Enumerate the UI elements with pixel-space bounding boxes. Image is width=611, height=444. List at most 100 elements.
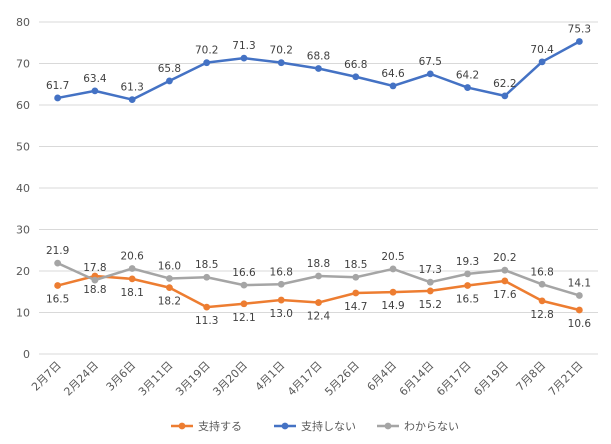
- y-tick-label: 10: [16, 307, 30, 320]
- data-label: 70.4: [530, 44, 554, 56]
- data-point: [538, 297, 546, 305]
- data-point: [240, 281, 248, 289]
- data-point: [277, 59, 285, 67]
- data-point: [166, 77, 173, 85]
- data-point: [352, 73, 360, 81]
- y-tick-label: 50: [16, 141, 30, 154]
- data-label: 19.3: [456, 256, 479, 268]
- data-point: [315, 272, 322, 280]
- x-tick-label: 3月20日: [210, 359, 250, 399]
- data-point: [315, 299, 322, 306]
- data-label: 65.8: [158, 63, 181, 75]
- data-label: 71.3: [232, 40, 255, 52]
- data-label: 14.1: [568, 277, 591, 289]
- data-label: 18.5: [195, 259, 218, 271]
- data-point: [128, 275, 136, 283]
- data-label: 12.8: [530, 309, 553, 321]
- data-point: [315, 65, 322, 72]
- y-tick-label: 60: [16, 99, 30, 112]
- data-point: [166, 284, 173, 291]
- data-label: 18.2: [158, 296, 181, 308]
- data-label: 67.5: [419, 56, 442, 68]
- data-point: [352, 289, 360, 297]
- data-label: 62.2: [493, 78, 516, 90]
- data-point: [128, 265, 136, 272]
- data-point: [352, 273, 360, 281]
- data-label: 63.4: [83, 73, 107, 85]
- x-tick-label: 4月1日: [253, 359, 288, 394]
- data-label: 18.8: [83, 284, 106, 296]
- x-tick-label: 3月6日: [104, 359, 139, 394]
- data-label: 17.6: [493, 289, 517, 301]
- data-label: 18.8: [307, 258, 330, 270]
- legend-marker: [384, 422, 392, 430]
- x-tick-label: 2月7日: [29, 359, 64, 394]
- legend-label: 支持する: [198, 419, 242, 433]
- data-label: 61.3: [120, 82, 143, 94]
- data-label: 14.7: [344, 301, 367, 313]
- x-tick-label: 7月21日: [546, 359, 586, 399]
- data-label: 75.3: [568, 24, 591, 36]
- data-label: 14.9: [381, 300, 404, 312]
- data-point: [277, 296, 285, 304]
- x-tick-label: 6月4日: [365, 359, 400, 394]
- data-label: 16.6: [232, 267, 256, 279]
- data-label: 11.3: [195, 315, 218, 327]
- data-label: 20.5: [381, 251, 404, 263]
- data-point: [91, 87, 99, 95]
- y-tick-label: 70: [16, 58, 30, 71]
- data-point: [501, 266, 509, 274]
- data-point: [54, 94, 62, 102]
- data-label: 17.3: [419, 264, 442, 276]
- data-point: [501, 277, 509, 285]
- y-tick-label: 30: [16, 224, 30, 237]
- x-tick-label: 2月24日: [61, 359, 101, 399]
- data-point: [575, 38, 583, 45]
- data-label: 12.4: [307, 311, 331, 323]
- data-labels: 16.5 18.8 18.1 18.2 11.3 12.1 13.0 12.4 14.7 14.9…: [46, 24, 591, 331]
- data-label: 61.7: [46, 80, 69, 92]
- x-tick-label: 3月19日: [173, 359, 213, 399]
- x-tick-label: 6月14日: [397, 359, 437, 399]
- data-label: 16.0: [158, 260, 181, 272]
- data-label: 10.6: [568, 318, 592, 330]
- data-point: [389, 288, 397, 296]
- data-label: 13.0: [270, 308, 293, 320]
- data-point: [538, 58, 546, 66]
- data-point: [426, 70, 434, 78]
- y-axis-ticks: 0 10 20 30 40 50 60 70 80: [16, 16, 30, 361]
- x-tick-label: 6月17日: [434, 359, 474, 399]
- data-label: 68.8: [307, 50, 330, 62]
- data-point: [203, 273, 211, 281]
- data-point: [240, 54, 248, 62]
- data-label: 17.8: [83, 262, 106, 274]
- data-point: [389, 82, 397, 90]
- data-point: [203, 59, 211, 67]
- x-tick-label: 5月26日: [322, 359, 362, 399]
- x-tick-label: 4月17日: [285, 359, 325, 399]
- legend-label: わからない: [404, 420, 459, 433]
- data-point: [575, 306, 583, 314]
- y-tick-label: 80: [16, 16, 30, 29]
- data-point: [464, 84, 471, 91]
- data-label: 15.2: [419, 299, 442, 311]
- data-label: 18.5: [344, 259, 367, 271]
- data-label: 64.2: [456, 70, 479, 82]
- data-label: 21.9: [46, 245, 69, 257]
- legend: 支持する 支持しない わからない: [171, 419, 459, 433]
- data-point: [203, 303, 211, 311]
- data-label: 16.8: [270, 266, 293, 278]
- data-point: [240, 300, 248, 308]
- data-point: [538, 280, 546, 288]
- legend-marker: [178, 422, 186, 430]
- legend-marker: [281, 422, 289, 430]
- data-label: 20.6: [120, 251, 144, 263]
- data-point: [464, 270, 471, 278]
- data-point: [426, 287, 434, 295]
- data-label: 66.8: [344, 59, 367, 71]
- data-point: [575, 292, 583, 299]
- data-label: 70.2: [195, 45, 218, 57]
- data-point: [54, 259, 62, 267]
